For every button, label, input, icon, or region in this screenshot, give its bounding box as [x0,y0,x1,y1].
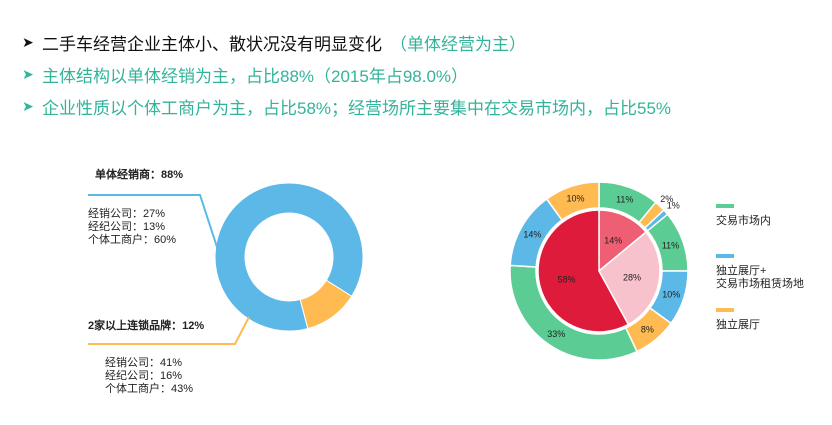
donut-label-main: 单体经销商：88% [95,167,183,181]
donut-detail-chain-3: 个体工商户：43% [105,381,193,395]
bullet-item-1: ➤ 二手车经营企业主体小、散状况没有明显变化 （单体经营为主） [22,26,822,58]
donut-detail-main-3: 个体工商户：60% [88,232,176,246]
leader-line-main [88,194,235,300]
outer-slice-label-4: 11% [662,240,679,250]
inner-slice-label-2: 28% [623,272,641,282]
legend-label-2: 独立展厅+交易市场租赁场地 [716,263,804,290]
donut-chart: 单体经销商：88% 经销公司：27%经纪公司：13%个体工商户：60% 2家以上连锁… [88,167,364,395]
donut-detail-chain-1: 经销公司：41% [105,355,182,369]
outer-slice-label-8: 14% [523,229,541,239]
bullet-item-2: ➤ 主体结构以单体经销为主，占比88%（2015年占98.0%） [22,58,822,90]
bullet-item-3: ➤ 企业性质以个体工商户为主，占比58%；经营场所主要集中在交易市场内，占比55… [22,90,822,122]
legend-swatch-2 [716,254,734,258]
outer-slice-label-5: 10% [662,289,680,299]
donut-detail-main-2: 经纪公司：13% [88,220,165,233]
arrow-bullet-icon: ➤ [22,65,34,82]
bullet-aside: （单体经营为主） [390,34,526,54]
legend-swatch-3 [716,308,734,312]
donut-label-chain: 2家以上连锁品牌：12% [88,318,204,332]
outer-slice-9 [545,181,600,222]
outer-slice-label-6: 8% [641,325,654,335]
inner-slice-label-1: 14% [604,236,622,246]
inner-slice-3 [537,209,630,333]
legend-label-3: 独立展厅 [716,317,760,331]
bullet-list: ➤ 二手车经营企业主体小、散状况没有明显变化 （单体经营为主） ➤ 主体结构以单… [22,26,822,122]
outer-slice-label-9: 10% [567,194,585,204]
inner-slice-label-3: 58% [557,274,575,284]
inner-slice-2 [598,231,661,326]
bullet-text: 主体结构以单体经销为主，占比88%（2015年占98.0%） [42,66,469,86]
inner-slice-1 [598,209,648,273]
arrow-bullet-icon: ➤ [22,33,34,50]
outer-slice-label-3: 1% [667,201,680,211]
leader-line-chain [88,316,250,345]
donut-slice-2 [299,279,353,330]
bullet-text: 企业性质以个体工商户为主，占比58%；经营场所主要集中在交易市场内，占比55% [42,98,672,118]
legend-label-1: 交易市场内 [716,213,771,227]
donut-detail-main-1: 经销公司：27% [88,206,165,220]
donut-slice-1 [214,182,364,332]
outer-slice-label-2: 2% [660,194,673,204]
nested-pie-chart: 11% 2%1% 11% 10% 8% 33% 14% 10% 14% 28% 58% [509,181,689,361]
bullet-text: 二手车经营企业主体小、散状况没有明显变化 [42,34,382,54]
outer-slice-label-1: 11% [616,194,633,204]
outer-slice-label-7: 33% [547,329,565,339]
donut-detail-chain-2: 经纪公司：16% [105,369,182,382]
arrow-bullet-icon: ➤ [22,97,34,114]
legend-swatch-1 [716,204,734,208]
